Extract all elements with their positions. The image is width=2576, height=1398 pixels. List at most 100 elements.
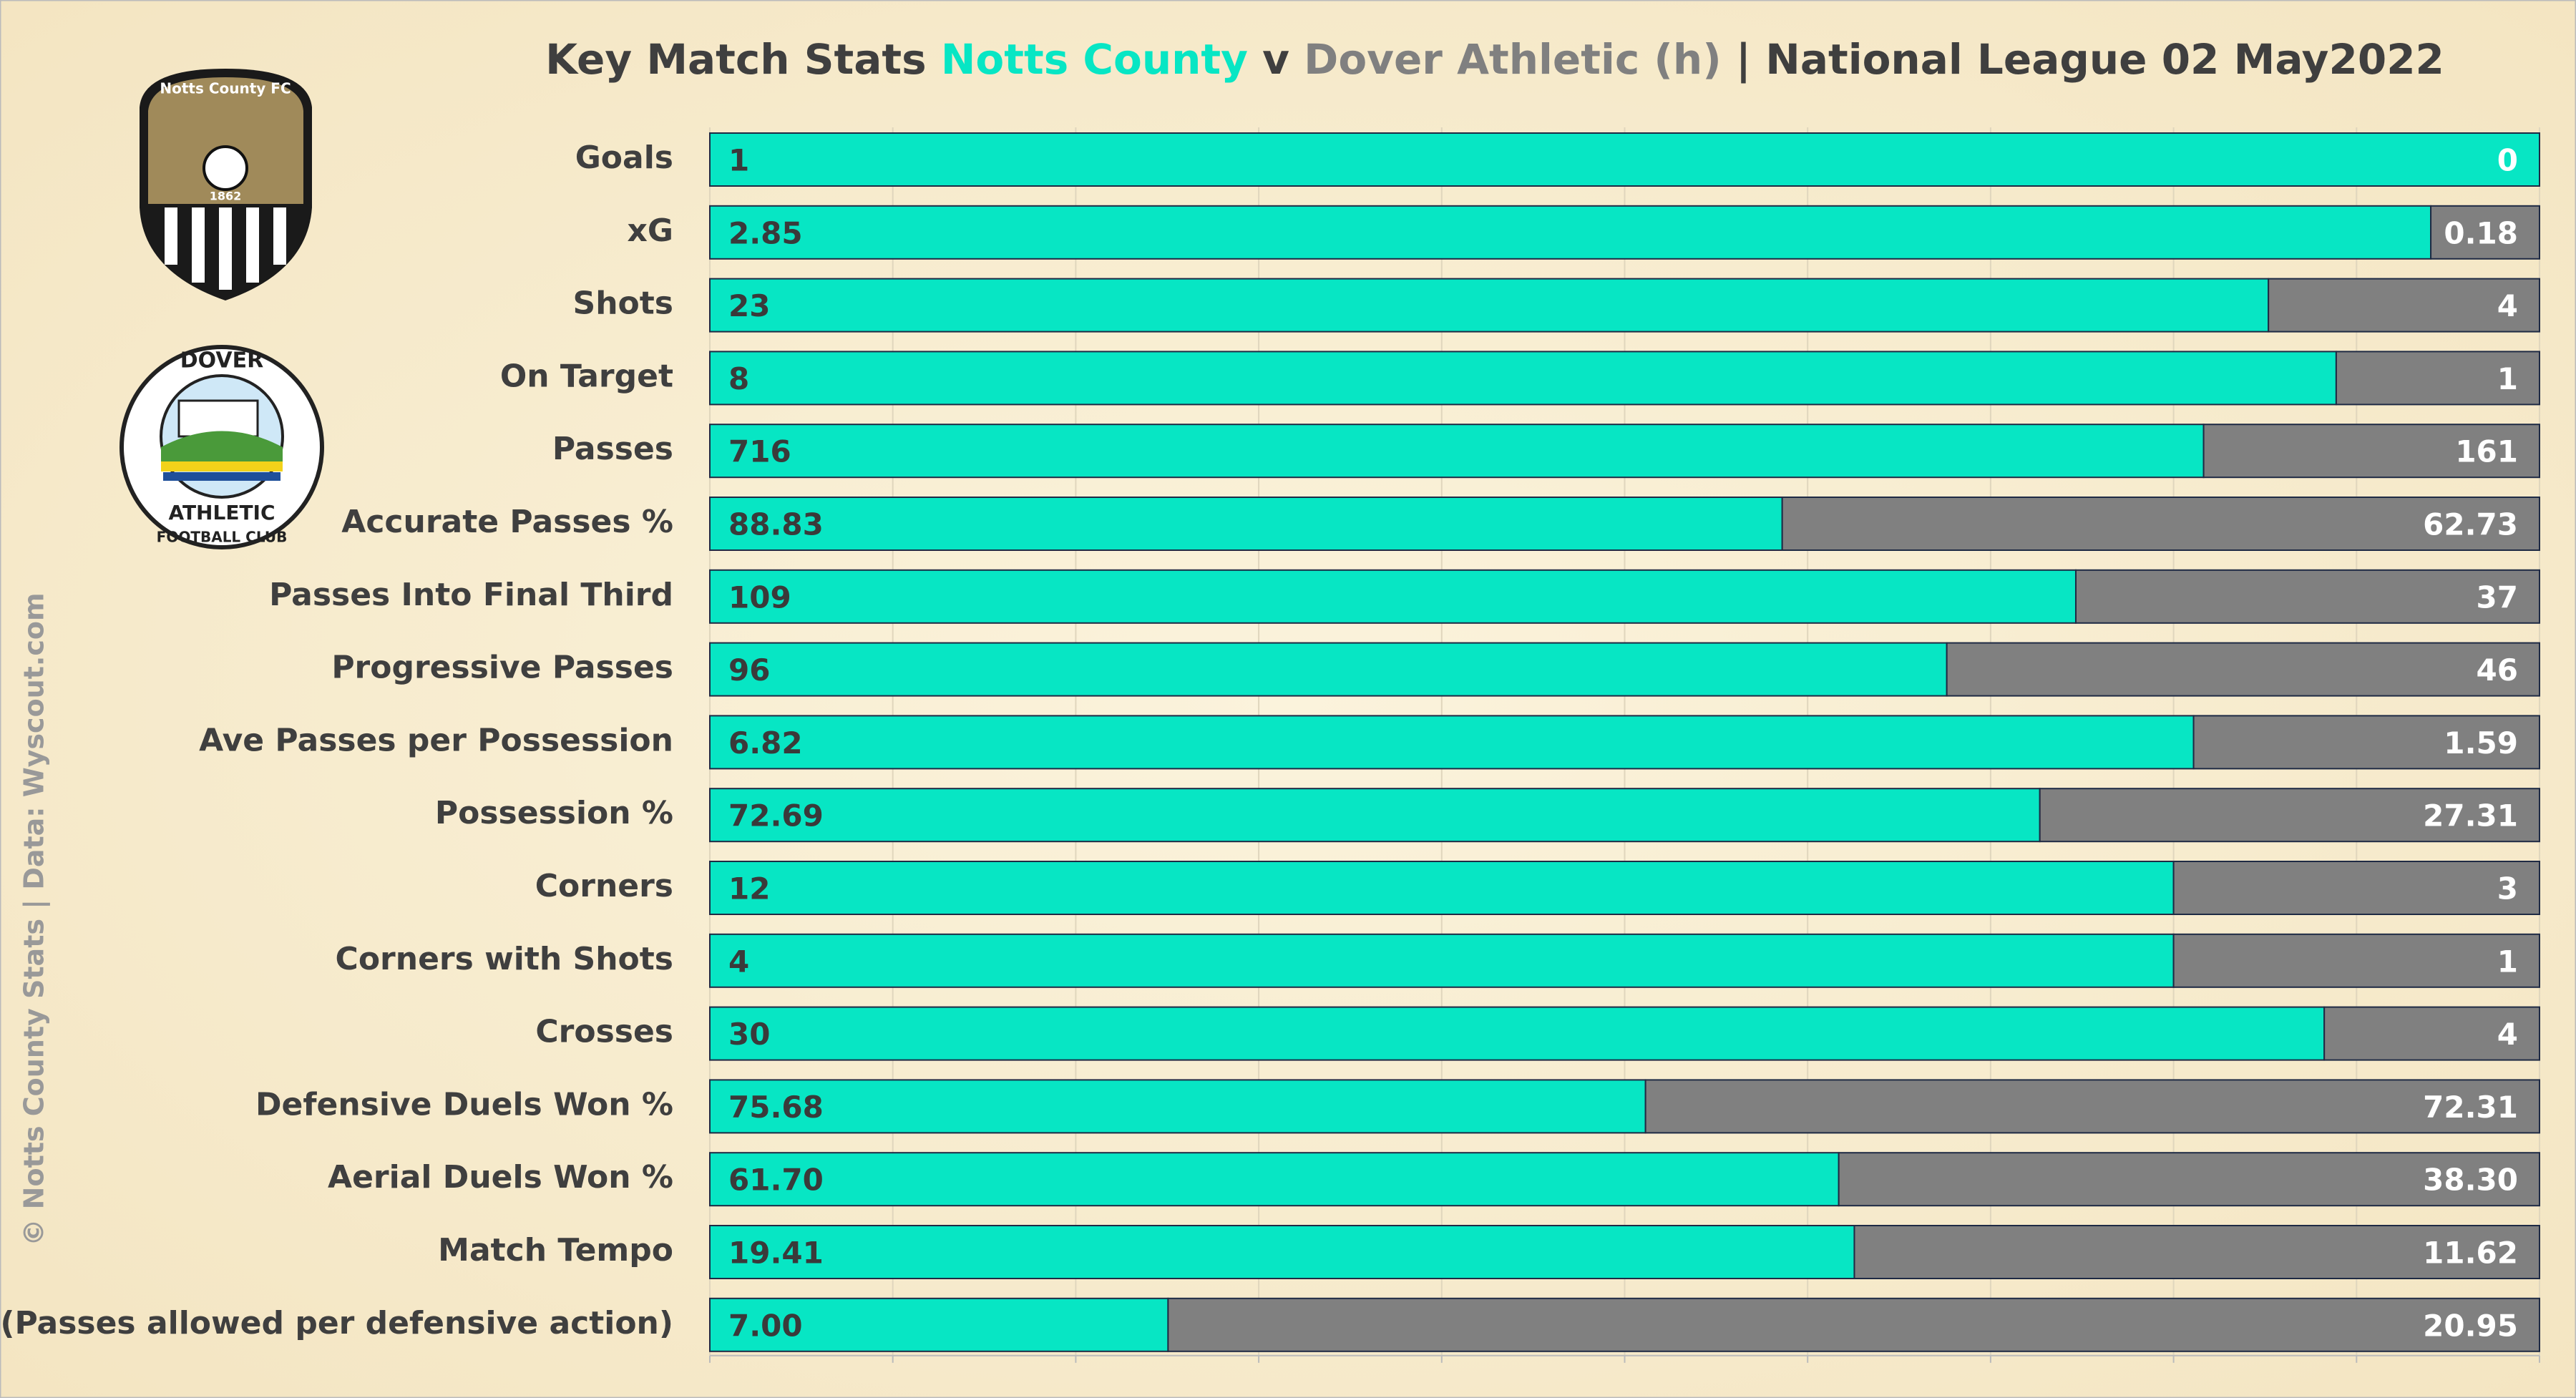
value-label: 20.95 (2423, 1308, 2518, 1343)
chart-title: Key Match Stats Notts County v Dover Ath… (545, 35, 2444, 84)
category-label: Passes Into Final Third (269, 577, 673, 613)
value-label: 1 (728, 143, 749, 178)
notts-logo: Notts County FC 1862 (140, 69, 312, 300)
logo-text: 1862 (210, 190, 242, 203)
category-label: Possession % (435, 795, 673, 831)
bar (2268, 278, 2541, 333)
category-label: Corners with Shots (336, 941, 673, 977)
bar (2172, 933, 2541, 988)
bar (2172, 861, 2541, 915)
value-label: 12 (728, 871, 770, 906)
value-label: 11.62 (2423, 1236, 2518, 1271)
value-label: 37 (2477, 580, 2518, 615)
bar (709, 1006, 2326, 1061)
bar (2202, 424, 2540, 479)
value-label: 3 (2497, 871, 2518, 906)
value-label: 88.83 (728, 507, 824, 542)
bar (2039, 788, 2541, 843)
category-label: Corners (535, 868, 673, 904)
category-label: On Target (500, 358, 673, 394)
title-prefix: Key Match Stats (545, 35, 927, 84)
bars: Goals 1 0 xG 2.85 0.18 Shots 23 4 On Target 8 1 Pass… (0, 132, 2541, 1352)
value-label: 0 (2497, 143, 2518, 178)
title-connector: v (1262, 35, 1289, 84)
bar (709, 278, 2270, 333)
category-label: Passes (552, 431, 673, 467)
bar (709, 715, 2195, 770)
value-label: 27.31 (2423, 798, 2518, 834)
value-label: 161 (2455, 434, 2518, 469)
value-label: 1 (2497, 361, 2518, 396)
bar (2192, 715, 2541, 770)
bar (2335, 351, 2541, 406)
bar (709, 642, 1948, 697)
value-label: 96 (728, 652, 770, 688)
bar (1853, 1225, 2541, 1279)
bar (709, 1079, 1646, 1134)
value-label: 38.30 (2423, 1163, 2518, 1198)
bar (2074, 569, 2540, 624)
value-label: 7.00 (728, 1308, 803, 1343)
value-label: 72.69 (728, 798, 824, 834)
legend-entry: Dover Athletic (h) (1304, 35, 1722, 84)
bar (2323, 1006, 2541, 1061)
category-label: Defensive Duels Won % (255, 1086, 673, 1123)
value-label: 716 (728, 434, 791, 469)
value-label: 1.59 (2444, 725, 2518, 761)
category-label: Crosses (535, 1014, 673, 1050)
value-label: 19.41 (728, 1236, 824, 1271)
value-label: 4 (728, 944, 749, 979)
bar (1946, 642, 2540, 697)
value-label: 75.68 (728, 1090, 824, 1125)
bar (709, 933, 2175, 988)
category-label: Shots (573, 285, 673, 322)
logo-text: FOOTBALL CLUB (157, 529, 288, 546)
bar (1644, 1079, 2540, 1134)
value-label: 8 (728, 361, 749, 396)
category-label: Aerial Duels Won % (328, 1159, 673, 1196)
bar (2430, 205, 2541, 260)
logo-text: ATHLETIC (168, 501, 275, 524)
value-label: 46 (2477, 652, 2518, 688)
value-label: 30 (728, 1017, 770, 1052)
value-label: 1 (2497, 944, 2518, 979)
category-label: Match Tempo (438, 1232, 673, 1269)
category-label: Progressive Passes (331, 650, 673, 686)
category-label: Accurate Passes % (341, 504, 673, 540)
value-label: 23 (728, 288, 770, 323)
value-label: 61.70 (728, 1163, 824, 1198)
bar (1781, 497, 2540, 551)
bar (709, 351, 2337, 406)
value-label: 2.85 (728, 215, 803, 250)
value-label: 62.73 (2423, 507, 2518, 542)
bar (709, 205, 2432, 260)
bar (1167, 1297, 2540, 1352)
bar (709, 788, 2041, 843)
credit: © Notts County Stats | Data: Wyscout.com (19, 592, 51, 1246)
category-label: Ave Passes per Possession (199, 722, 673, 758)
logo-text: Notts County FC (160, 80, 291, 97)
bar (1838, 1152, 2540, 1207)
category-label: PPDA (Passes allowed per defensive actio… (0, 1305, 673, 1341)
bar (709, 497, 1783, 551)
bar (709, 569, 2077, 624)
value-label: 4 (2497, 1017, 2518, 1052)
bar (709, 424, 2205, 479)
bar (709, 1225, 1855, 1279)
bar (709, 132, 2540, 187)
value-label: 109 (728, 580, 791, 615)
bar (709, 1152, 1840, 1207)
bar (709, 861, 2175, 915)
value-label: 6.82 (728, 725, 803, 761)
title-suffix: | National League 02 May2022 (1736, 35, 2444, 84)
category-label: xG (628, 212, 674, 249)
legend-entry: Notts County (941, 35, 1248, 84)
logo-text: DOVER (180, 348, 263, 373)
category-label: Goals (575, 140, 673, 176)
value-label: 72.31 (2423, 1090, 2518, 1125)
dover-logo: DOVER ATHLETIC FOOTBALL CLUB (119, 345, 324, 549)
bar (709, 1297, 1169, 1352)
value-label: 0.18 (2444, 215, 2518, 250)
